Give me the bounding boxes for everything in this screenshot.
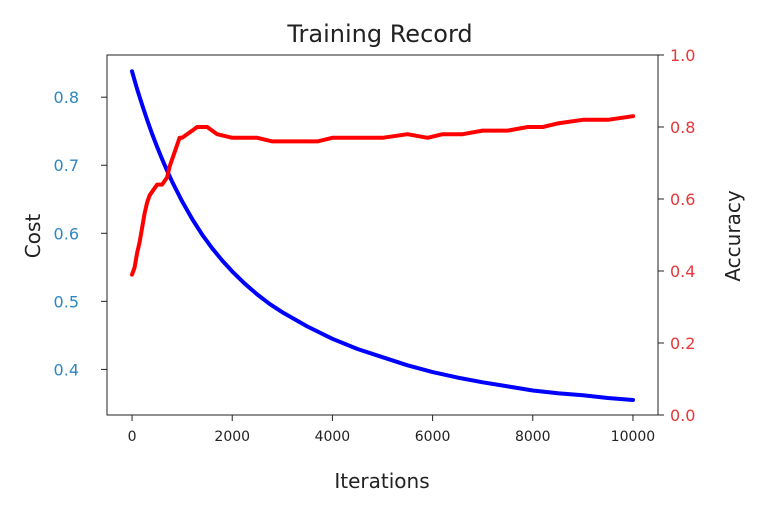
accuracy-tick-label: 0.6	[670, 190, 695, 209]
accuracy-axis-label: Accuracy	[721, 190, 745, 281]
cost-axis-label: Cost	[21, 214, 45, 259]
accuracy-tick-label: 0.4	[670, 262, 695, 281]
cost-tick-label: 0.6	[54, 224, 79, 243]
accuracy-tick-label: 0.2	[670, 334, 695, 353]
x-tick-label: 8000	[515, 429, 551, 445]
x-tick-label: 4000	[315, 429, 351, 445]
cost-tick-label: 0.4	[54, 360, 79, 379]
cost-tick-label: 0.5	[54, 292, 79, 311]
cost-series-line	[130, 69, 635, 402]
x-axis-ticks: 0 2000 4000 6000 8000 10000	[128, 415, 656, 445]
accuracy-tick-label: 0.8	[670, 118, 695, 137]
accuracy-tick-label: 0.0	[670, 406, 695, 425]
x-tick-label: 10000	[611, 429, 656, 445]
chart-title: Training Record	[286, 20, 472, 48]
accuracy-tick-label: 1.0	[670, 46, 695, 65]
x-tick-label: 2000	[214, 429, 250, 445]
cost-tick-label: 0.7	[54, 156, 79, 175]
cost-axis-ticks: 0.4 0.5 0.6 0.7 0.8	[54, 88, 107, 379]
x-axis-label: Iterations	[334, 469, 429, 493]
x-tick-label: 6000	[415, 429, 451, 445]
cost-tick-label: 0.8	[54, 88, 79, 107]
accuracy-axis-ticks: 0.0 0.2 0.4 0.6 0.8 1.0	[658, 46, 695, 425]
plot-frame	[106, 54, 659, 416]
x-tick-label: 0	[128, 429, 137, 445]
series-layer	[130, 69, 635, 402]
accuracy-series-line	[130, 114, 635, 277]
